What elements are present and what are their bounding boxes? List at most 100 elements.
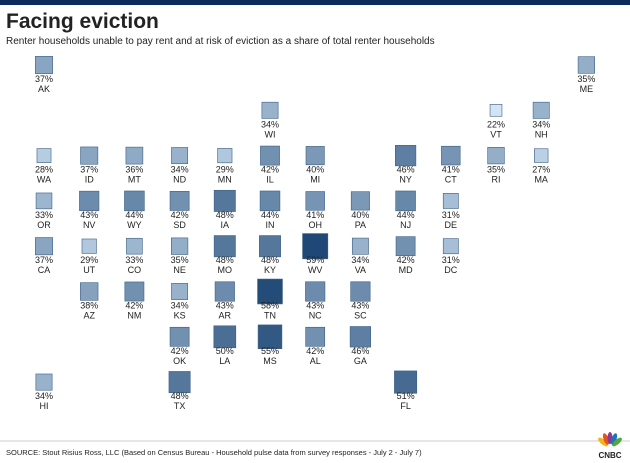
value-label: 29% [80, 255, 98, 265]
tile [394, 370, 418, 394]
state-label: PA [355, 220, 366, 230]
tile [81, 238, 97, 254]
logo-icon [598, 432, 622, 447]
state-label: MA [534, 175, 548, 185]
value-label: 27% [532, 165, 550, 175]
tile [302, 233, 329, 260]
value-label: 48% [216, 255, 234, 265]
state-label: MD [399, 265, 413, 275]
state-label: MT [128, 175, 141, 185]
tile [442, 238, 459, 255]
value-label: 41% [442, 165, 460, 175]
tile [217, 148, 233, 164]
state-label: IA [221, 220, 230, 230]
value-label: 43% [216, 301, 234, 311]
tile [36, 148, 52, 163]
tile [395, 190, 416, 212]
tile [168, 371, 191, 394]
state-label: SC [354, 311, 367, 321]
tile [305, 281, 326, 302]
value-label: 31% [442, 210, 460, 220]
tile [213, 189, 236, 212]
tile [395, 236, 416, 257]
tile [442, 193, 459, 209]
state-label: AK [38, 84, 50, 94]
state-label: NC [309, 311, 322, 321]
tile [79, 190, 100, 211]
state-label: OH [308, 220, 322, 230]
chart-subtitle: Renter households unable to pay rent and… [6, 36, 435, 47]
value-label: 44% [261, 210, 279, 220]
value-label: 31% [442, 255, 460, 265]
state-label: TX [174, 401, 186, 411]
value-label: 50% [216, 346, 234, 356]
value-label: 35% [171, 255, 189, 265]
state-label: VA [355, 265, 366, 275]
value-label: 43% [306, 301, 324, 311]
value-label: 51% [397, 391, 415, 401]
state-label: DC [444, 265, 457, 275]
value-label: 37% [80, 165, 98, 175]
value-label: 34% [171, 165, 189, 175]
tile [35, 237, 53, 256]
value-label: 40% [306, 165, 324, 175]
state-label: KY [264, 265, 276, 275]
value-label: 48% [216, 210, 234, 220]
state-label: NH [535, 129, 548, 139]
chart-title: Facing eviction [6, 10, 159, 33]
state-label: WI [265, 129, 276, 139]
value-label: 29% [216, 165, 234, 175]
state-label: NM [127, 311, 141, 321]
tile [532, 101, 550, 119]
value-label: 37% [35, 74, 53, 84]
tile [169, 191, 190, 211]
state-label: AL [310, 356, 321, 366]
tile [124, 281, 145, 302]
value-label: 42% [171, 346, 189, 356]
tile [35, 373, 53, 391]
value-label: 44% [397, 210, 415, 220]
value-label: 48% [171, 391, 189, 401]
tile [305, 146, 325, 166]
value-label: 43% [80, 210, 98, 220]
tile [489, 104, 503, 117]
state-label: OR [37, 220, 51, 230]
value-label: 34% [35, 391, 53, 401]
tile [80, 146, 99, 165]
state-label: MN [218, 175, 232, 185]
tile [305, 191, 325, 211]
tile [259, 235, 281, 258]
tile [259, 190, 281, 212]
value-label: 35% [577, 74, 595, 84]
state-label: KS [174, 311, 186, 321]
value-label: 36% [125, 165, 143, 175]
logo-text: CNBC [598, 451, 621, 460]
value-label: 34% [171, 301, 189, 311]
value-label: 41% [306, 210, 324, 220]
state-label: NV [83, 220, 96, 230]
tile [80, 282, 99, 301]
state-label: MI [310, 175, 320, 185]
state-label: MS [263, 356, 277, 366]
tile [257, 278, 283, 305]
tile [395, 145, 417, 167]
state-label: CT [445, 175, 457, 185]
tile [350, 281, 371, 302]
tile [126, 237, 143, 255]
tile [213, 235, 236, 258]
tile [171, 237, 189, 255]
state-label: LA [219, 356, 230, 366]
tile [35, 192, 53, 210]
tile [35, 56, 53, 74]
state-label: ME [580, 84, 594, 94]
tile [125, 146, 144, 165]
state-label: NE [173, 265, 186, 275]
tile [213, 325, 237, 349]
state-label: GA [354, 356, 367, 366]
tile [487, 147, 505, 165]
value-label: 42% [171, 210, 189, 220]
tile [349, 326, 371, 348]
value-label: 55% [261, 346, 279, 356]
state-label: AZ [83, 311, 95, 321]
